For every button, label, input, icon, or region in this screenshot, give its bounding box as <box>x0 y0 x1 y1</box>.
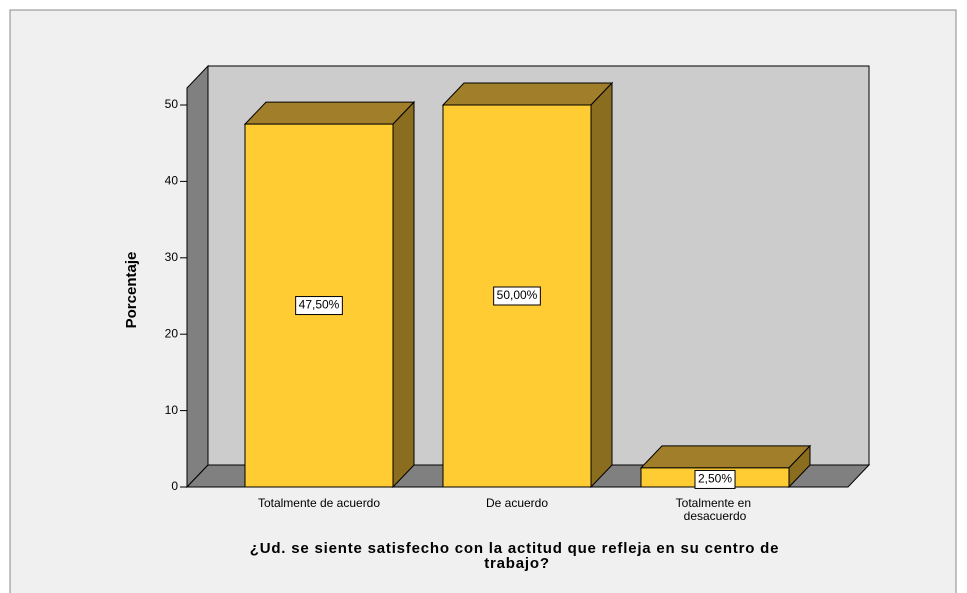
bar-top <box>243 101 416 125</box>
value-label: 50,00% <box>497 288 538 302</box>
x-tick-label: De acuerdo <box>486 496 548 510</box>
value-label-group: 47,50% <box>295 296 343 316</box>
bar-side <box>392 100 415 489</box>
bar-top <box>441 82 614 106</box>
value-label: 2,50% <box>698 472 732 486</box>
x-axis-title: ¿Ud. se siente satisfecho con la actitud… <box>250 540 785 572</box>
y-tick-label: 50 <box>165 97 179 111</box>
bar-side <box>590 81 613 489</box>
y-tick-label: 30 <box>165 250 179 264</box>
value-label-group: 2,50% <box>694 469 736 489</box>
y-tick-label: 0 <box>171 479 178 493</box>
value-label-box <box>295 296 343 316</box>
value-label: 47,50% <box>299 298 340 312</box>
x-tick-label: Totalmente en desacuerdo <box>676 496 755 523</box>
value-label-group: 50,00% <box>493 286 541 306</box>
y-axis-label: Porcentaje <box>123 252 140 329</box>
side-wall <box>186 64 209 489</box>
bar-top <box>639 445 812 469</box>
y-tick-label: 10 <box>165 403 179 417</box>
x-tick-label: Totalmente de acuerdo <box>258 496 380 510</box>
value-label-box <box>493 286 541 306</box>
y-tick-label: 40 <box>165 174 179 188</box>
y-tick-label: 20 <box>165 326 179 340</box>
value-label-box <box>694 469 736 489</box>
